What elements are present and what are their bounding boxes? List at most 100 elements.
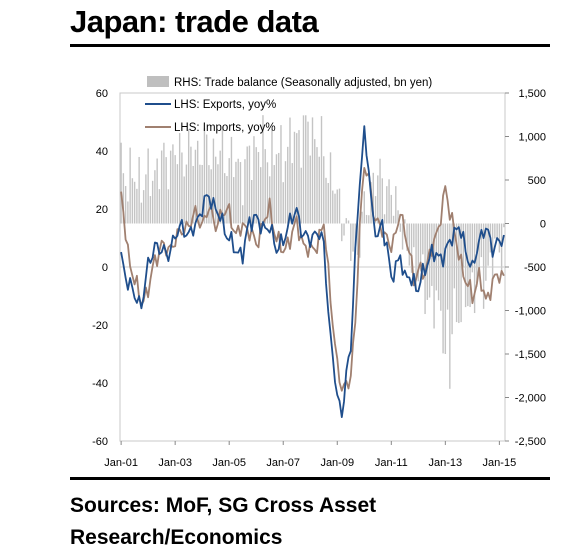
trade-balance-bar	[289, 117, 291, 224]
trade-balance-bar	[147, 148, 149, 224]
trade-balance-bar	[262, 115, 264, 224]
right-tick-label: -1,500	[515, 349, 546, 361]
trade-balance-bar	[316, 147, 318, 224]
trade-balance-bar	[386, 186, 388, 224]
trade-balance-bar	[406, 223, 408, 251]
trade-balance-bar	[381, 178, 383, 224]
source-note: Sources: MoF, SG Cross Asset Research/Ec…	[70, 490, 376, 554]
trade-balance-bar	[205, 134, 208, 224]
trade-balance-bar	[338, 188, 341, 224]
trade-balance-bar	[327, 183, 329, 224]
x-axis: Jan-01 Jan-03 Jan-05 Jan-07 Jan-09 Jan-11 Jan-…	[104, 457, 516, 469]
trade-balance-bar	[300, 167, 302, 224]
x-tick-label: Jan-11	[375, 457, 408, 469]
trade-balance-bar	[278, 152, 280, 224]
trade-balance-bar	[203, 128, 206, 224]
trade-balance-bar	[480, 223, 483, 258]
trade-balance-bar	[422, 223, 424, 255]
trade-balance-bar	[131, 178, 134, 224]
trade-balance-bar	[320, 116, 323, 224]
trade-balance-bar	[280, 125, 282, 224]
trade-balance-bar	[246, 146, 248, 224]
exports-line	[120, 125, 505, 418]
trade-balance-bar	[408, 223, 411, 266]
trade-balance-bar	[305, 115, 307, 224]
trade-balance-bar	[156, 158, 158, 224]
trade-balance-bar	[424, 223, 426, 315]
trade-balance-bar	[169, 150, 172, 224]
trade-balance-bar	[417, 223, 420, 282]
trade-balance-bar	[201, 164, 203, 224]
trade-balance-bar	[120, 142, 122, 224]
trade-balance-bar	[217, 164, 219, 224]
trade-balance-bar	[284, 161, 287, 224]
left-tick-label: -60	[92, 436, 108, 448]
trade-balance-bar	[471, 223, 474, 273]
trade-balance-bar	[187, 129, 190, 224]
trade-balance-bar	[226, 176, 228, 224]
x-tick-label: Jan-09	[320, 457, 354, 469]
source-line-2: Research/Economics	[70, 526, 283, 549]
trade-balance-bar	[151, 180, 154, 224]
trade-balance-bar	[444, 223, 447, 354]
trade-balance-bar	[498, 223, 501, 253]
trade-balance-bar	[311, 117, 314, 224]
trade-balance-bar	[503, 223, 505, 228]
trade-balance-bar	[138, 156, 140, 224]
trade-balance-bar	[437, 223, 440, 301]
trade-balance-bar	[271, 129, 273, 224]
trade-balance-bar	[244, 159, 246, 224]
trade-balance-bar	[323, 156, 325, 224]
trade-balance-bar	[451, 223, 453, 335]
trade-balance-bar	[257, 152, 260, 224]
trade-balance-bar	[334, 193, 336, 224]
right-tick-label: 0	[540, 219, 546, 231]
trade-balance-bar	[356, 223, 359, 255]
trade-balance-bar	[496, 223, 498, 241]
source-rule	[70, 477, 550, 480]
trade-balance-bar	[302, 115, 305, 224]
trade-balance-bar	[210, 169, 212, 224]
trade-balance-bar	[473, 223, 476, 314]
trade-balance-bar	[167, 189, 170, 224]
trade-balance-bar	[176, 164, 179, 224]
trade-balance-bar	[199, 164, 201, 224]
trade-balance-bar	[192, 165, 194, 224]
trade-balance-bar	[361, 211, 363, 224]
legend-label: RHS: Trade balance (Seasonally adjusted,…	[174, 77, 432, 89]
trade-balance-bar	[354, 223, 356, 249]
legend-label: LHS: Imports, yoy%	[174, 122, 276, 134]
trade-balance-bar	[433, 223, 435, 329]
right-tick-label: -2,000	[515, 393, 546, 405]
trade-balance-bar	[478, 223, 480, 273]
trade-balance-bar	[185, 164, 188, 224]
trade-balance-bar	[415, 223, 417, 292]
trade-balance-bar	[221, 128, 224, 224]
trade-balance-bar	[314, 139, 316, 224]
right-tick-label: -1,000	[515, 306, 546, 318]
trade-balance-bar	[154, 170, 156, 224]
trade-balance-bar	[462, 223, 465, 268]
trade-balance-bar	[336, 189, 338, 224]
trade-balance-bar	[329, 152, 332, 224]
trade-balance-bar	[390, 194, 393, 224]
x-tick-label: Jan-15	[483, 457, 517, 469]
trade-balance-bar	[397, 210, 399, 224]
trade-balance-bar	[248, 145, 251, 224]
trade-balance-bar	[160, 150, 163, 224]
trade-balance-bar	[122, 173, 125, 224]
legend-label: LHS: Exports, yoy%	[174, 99, 276, 111]
x-tick-label: Jan-13	[429, 457, 463, 469]
trade-balance-bar	[332, 190, 334, 224]
trade-balance-bars	[120, 115, 505, 389]
trade-balance-bar	[287, 146, 289, 224]
trade-balance-bar	[127, 201, 129, 224]
trade-balance-bar	[347, 220, 350, 224]
trade-balance-bar	[291, 163, 293, 224]
title-rule	[70, 44, 550, 47]
trade-balance-bar	[485, 223, 487, 281]
trade-balance-bar	[251, 179, 253, 224]
trade-balance-bar	[293, 131, 296, 224]
trade-balance-bar	[296, 133, 298, 224]
